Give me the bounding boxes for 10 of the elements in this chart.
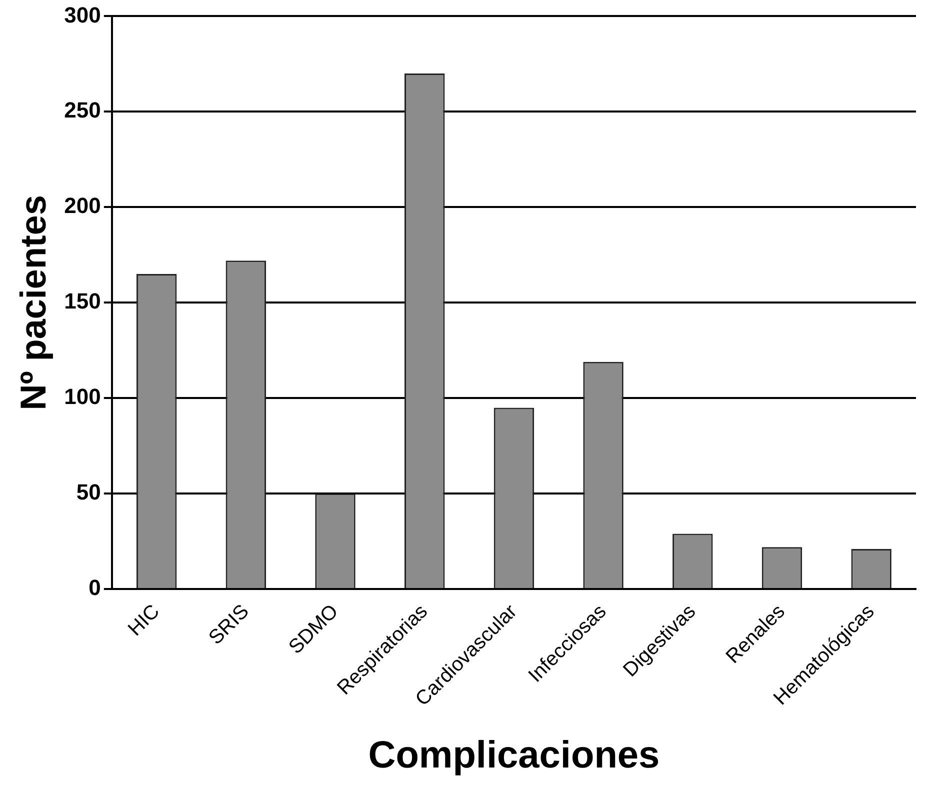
y-tick-label: 0 [88,575,101,600]
y-tick-label: 100 [64,384,101,410]
y-tick-label: 150 [64,288,101,314]
y-tick-label: 50 [76,480,101,505]
x-tick-label: HIC [124,600,164,640]
y-tick-label: 200 [64,193,101,218]
x-axis-title: Complicaciones [368,734,660,777]
y-tick-label: 250 [64,98,101,123]
y-axis-title: Nº pacientes [12,195,54,410]
y-tick-label: 300 [64,2,101,28]
